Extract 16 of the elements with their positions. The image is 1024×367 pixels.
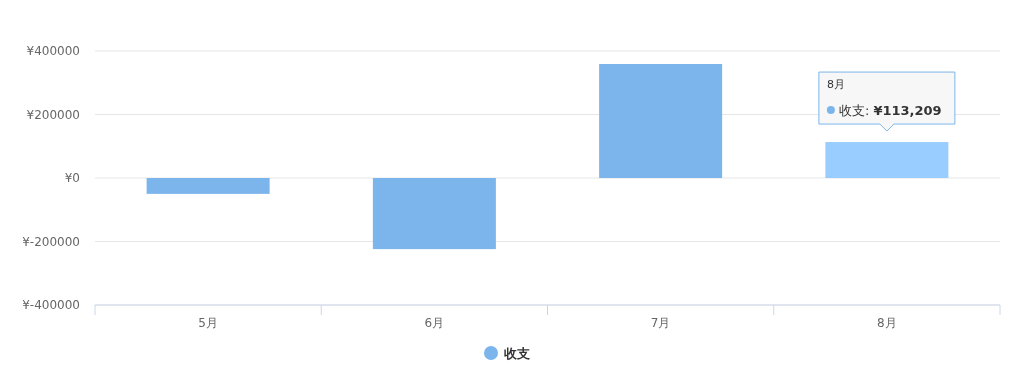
y-tick-label: ¥200000 [26, 107, 80, 122]
x-tick-label: 5月 [198, 316, 218, 330]
x-tick-label: 7月 [650, 316, 671, 330]
y-tick-label: ¥400000 [26, 44, 80, 58]
bar [825, 142, 949, 178]
annotation: 收支: ¥113,209 [838, 103, 942, 119]
y-tick-label: ¥-200000 [22, 234, 80, 249]
category-label: 8月 [826, 78, 845, 92]
y-tick-label: ¥0 [64, 171, 80, 185]
bar [146, 178, 270, 194]
legend-label: 收支 [504, 346, 530, 361]
x-tick-label: 8月 [877, 316, 897, 330]
bar [372, 178, 496, 250]
bar [599, 64, 723, 178]
x-tick-label: 6月 [424, 316, 445, 330]
y-tick-label: ¥-400000 [22, 298, 80, 312]
